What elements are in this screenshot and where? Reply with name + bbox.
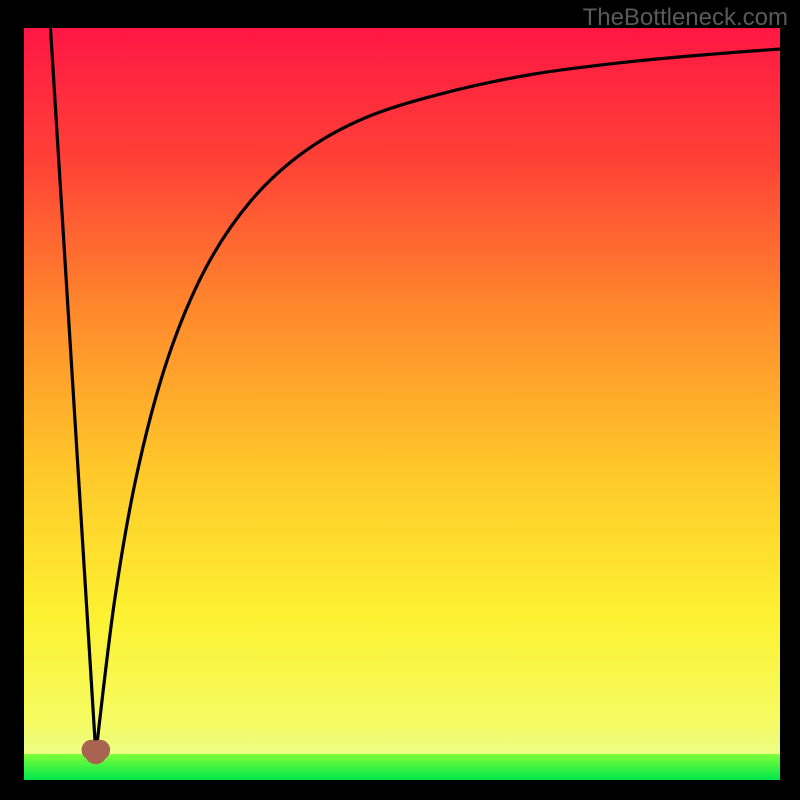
curve-left-drop — [50, 28, 95, 754]
valley-marker — [82, 740, 111, 764]
plot-area — [24, 28, 780, 780]
curve-right-rise — [96, 49, 780, 754]
curves-svg — [24, 28, 780, 780]
watermark-text: TheBottleneck.com — [583, 4, 788, 32]
chart-container: TheBottleneck.com — [0, 0, 800, 800]
